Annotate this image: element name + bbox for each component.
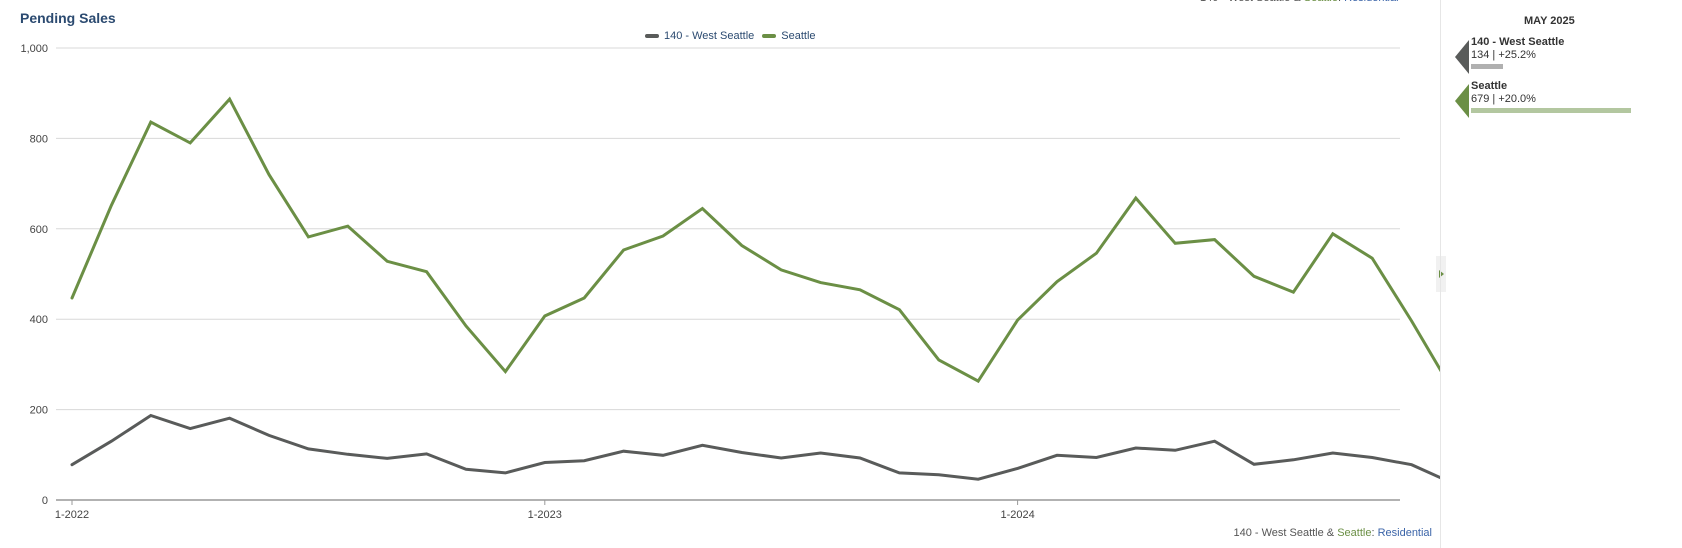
caption-city: Seattle — [1337, 527, 1372, 539]
caption-amp: & — [1323, 527, 1338, 539]
caption-area: 140 - West Seattle — [1233, 527, 1324, 539]
sidebar-entry-value: 134 | +25.2% — [1471, 49, 1536, 61]
y-tick-label: 200 — [30, 405, 48, 417]
sidebar-entry-value: 679 | +20.0% — [1471, 93, 1536, 105]
x-tick-label: 1-2023 — [528, 509, 562, 521]
x-tick-label: 1-2024 — [1000, 509, 1034, 521]
sidebar-entry-bar — [1471, 64, 1503, 69]
sidebar-divider — [1440, 0, 1441, 548]
caption-area: 140 - West Seattle — [1200, 0, 1290, 4]
sidebar: MAY 2025 140 - West Seattle 134 | +25.2%… — [1448, 0, 1682, 548]
sidebar-month: MAY 2025 — [1524, 15, 1575, 27]
page-title: Pending Sales — [20, 10, 116, 26]
series-line-west-seattle — [70, 413, 1440, 481]
caption-city: Seattle — [1304, 0, 1338, 4]
legend-item-west-seattle[interactable]: 140 - West Seattle — [645, 30, 754, 42]
bottom-caption: 140 - West Seattle & Seattle: Residentia… — [1233, 527, 1432, 539]
sidebar-entry-name: Seattle — [1471, 80, 1508, 92]
x-tick-label: 1-2022 — [55, 509, 89, 521]
caption-amp: & — [1290, 0, 1303, 4]
caption-type: Residential — [1377, 527, 1432, 539]
sidebar-entry-seattle[interactable]: Seattle 679 | +20.0% — [1448, 80, 1682, 122]
sidebar-toggle[interactable] — [1436, 256, 1446, 292]
y-tick-label: 1,000 — [20, 43, 48, 55]
series-line-seattle — [70, 96, 1440, 384]
y-tick-label: 600 — [30, 224, 48, 236]
chart-legend: 140 - West Seattle Seattle — [645, 30, 816, 42]
pointer-left-icon — [1455, 40, 1469, 74]
sidebar-entry-west-seattle[interactable]: 140 - West Seattle 134 | +25.2% — [1448, 36, 1682, 78]
y-tick-label: 800 — [30, 133, 48, 145]
y-tick-label: 400 — [30, 314, 48, 326]
legend-swatch-seattle — [762, 34, 777, 38]
y-tick-label: 0 — [42, 495, 48, 507]
top-caption: 140 - West Seattle & Seattle: Residentia… — [1200, 0, 1399, 4]
sidebar-entry-name: 140 - West Seattle — [1471, 36, 1565, 48]
caption-colon: : — [1371, 527, 1378, 539]
sidebar-entry-bar — [1471, 108, 1631, 113]
caption-type: Residential — [1344, 0, 1398, 4]
legend-label-seattle: Seattle — [781, 30, 816, 42]
pointer-left-icon — [1455, 84, 1469, 118]
legend-item-seattle[interactable]: Seattle — [762, 30, 816, 42]
line-chart: 02004006008001,0001-20221-20231-20241-20… — [20, 43, 1440, 521]
caption-colon: : — [1338, 0, 1344, 4]
chevron-right-icon — [1439, 270, 1444, 278]
legend-swatch-west-seattle — [645, 34, 659, 38]
legend-label-west-seattle: 140 - West Seattle — [664, 30, 755, 42]
